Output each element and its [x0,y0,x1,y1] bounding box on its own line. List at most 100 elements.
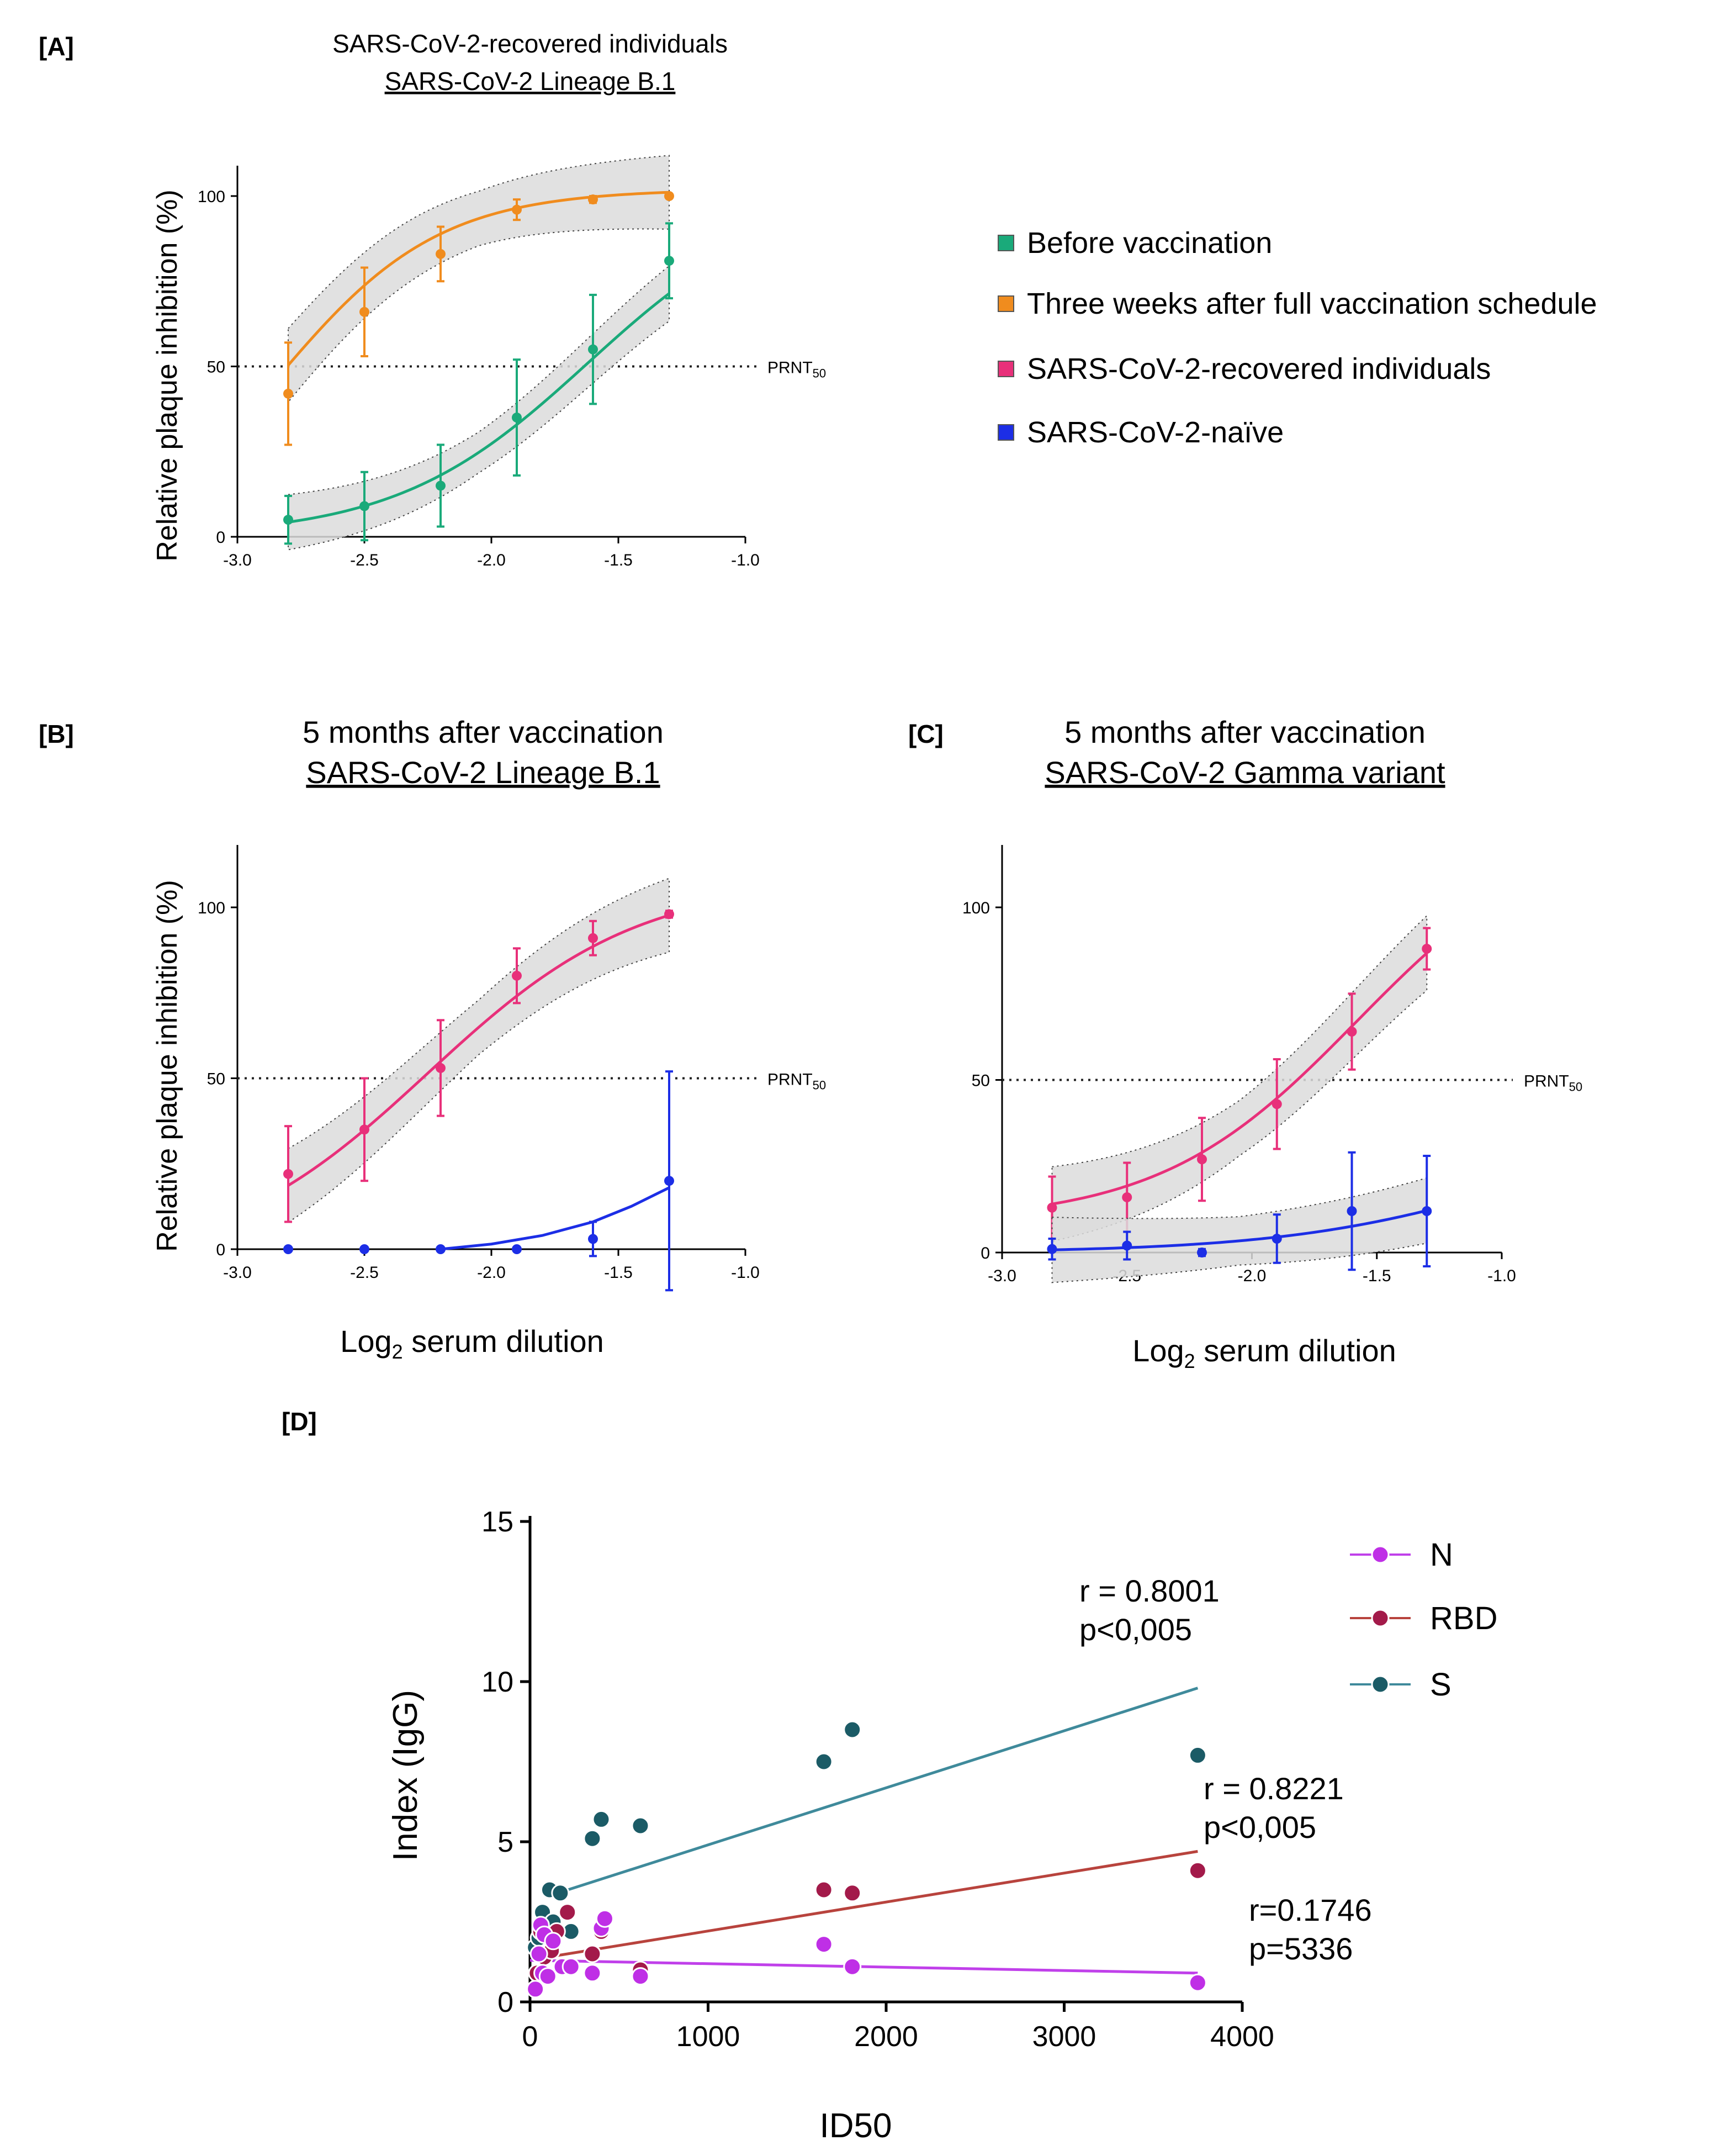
chart-b: -3.0 -2.5 -2.0 -1.5 -1.0 0 50 100 PRNT50 [198,845,826,1292]
panel-b-xlabel: Log2 serum dilution [340,1324,604,1363]
panel-a-ylabel: Relative plaque inhibition (%) [151,189,183,562]
data-point-b-1-1 [359,1244,369,1254]
data-point-a-0-5 [664,191,674,201]
y-tick-label-b-1: 50 [207,1070,225,1088]
data-point-a-0-4 [588,194,598,205]
data-point-a-1-0 [283,515,293,525]
scatter-point-s-8 [583,1829,602,1848]
panel-b-label: [B] [39,720,74,748]
data-point-c-1-0 [1047,1244,1057,1254]
data-point-b-0-3 [512,970,522,981]
scatter-point-s-11 [814,1752,833,1771]
fit-curve-b-1 [440,1186,670,1251]
y-tick-label-b-0: 0 [216,1241,225,1259]
fit-curve-a-1 [288,292,670,524]
scatter-legend-label-s: S [1430,1667,1451,1703]
y-tick-label-d-1: 5 [497,1826,513,1858]
reference-label-b: PRNT50 [767,1071,826,1092]
scatter-point-s-12 [843,1720,862,1739]
x-tick-label-d-1: 1000 [676,2021,740,2053]
annotation-rbd-1: p<0,005 [1204,1810,1316,1845]
x-tick-label-d-0: 0 [522,2021,538,2053]
scatter-legend-label-n: N [1430,1537,1453,1573]
scatter-point-n-1 [529,1944,548,1963]
scatter-point-n-5 [538,1967,557,1986]
legend-top: Before vaccination Three weeks after full… [998,226,1597,449]
series-c-1 [1047,1151,1432,1283]
confidence-band-b-0 [288,878,670,1224]
data-point-a-1-3 [512,413,522,423]
data-point-b-0-5 [664,909,674,920]
x-tick-label-d-4: 4000 [1210,2021,1274,2053]
legend-label-0: Before vaccination [1027,226,1272,260]
data-point-a-0-2 [436,249,446,259]
data-point-a-1-5 [664,256,674,266]
panel-a-label: [A] [39,32,74,61]
panel-d-xlabel: ID50 [820,2107,892,2145]
reference-label-a: PRNT50 [767,359,826,381]
scatter-point-rbd-10 [843,1884,862,1903]
scatter-point-rbd-9 [814,1880,833,1899]
scatter-point-n-0 [526,1980,545,1999]
data-point-a-0-1 [359,307,369,317]
fit-curve-a-0 [287,191,670,367]
scatter-point-n-11 [595,1909,614,1928]
scatter-legend-marker-rbd [1371,1609,1390,1627]
x-tick-label-b-4: -1.0 [731,1264,760,1282]
scatter-point-n-13 [814,1935,833,1954]
data-point-c-0-5 [1422,944,1432,954]
data-point-a-1-2 [436,480,446,491]
scatter-point-rbd-6 [583,1944,602,1963]
data-point-c-1-3 [1272,1234,1282,1244]
regression-line-n [529,1959,1198,1975]
data-point-b-1-4 [588,1234,598,1244]
panel-c-xlabel: Log2 serum dilution [1132,1333,1396,1372]
scatter-legend-marker-s [1371,1675,1390,1694]
y-tick-label-a-0: 0 [216,529,225,547]
scatter-point-s-13 [1188,1746,1207,1764]
panel-a-title: SARS-CoV-2-recovered individuals [332,29,728,58]
chart-d: 0 1000 2000 3000 4000 0 5 10 15 r=0.1746 p=5336 r =… [481,1506,1497,2053]
confidence-band-a-0 [288,155,670,404]
data-point-b-0-4 [588,933,598,943]
scatter-point-rbd-11 [1188,1861,1207,1880]
x-tick-label-a-4: -1.0 [731,551,760,569]
data-point-b-0-1 [359,1124,369,1135]
scatter-point-n-15 [1188,1973,1207,1992]
x-tick-label-c-4: -1.0 [1487,1267,1516,1285]
scatter-legend-marker-n [1371,1545,1390,1564]
y-tick-label-a-2: 100 [198,188,225,206]
data-point-b-1-3 [512,1244,522,1254]
x-tick-label-c-3: -1.5 [1363,1267,1391,1285]
x-tick-label-c-2: -2.0 [1238,1267,1267,1285]
confidence-band-c-1 [1051,1177,1428,1283]
x-tick-label-b-1: -2.5 [350,1264,379,1282]
data-point-b-0-0 [283,1169,293,1179]
panel-a: [A] SARS-CoV-2-recovered individuals SAR… [39,29,728,562]
x-tick-label-b-0: -3.0 [223,1264,252,1282]
legend-label-1: Three weeks after full vaccination sched… [1027,287,1597,320]
panel-b: [B] 5 months after vaccination SARS-CoV-… [39,715,664,1363]
x-tick-label-c-0: -3.0 [988,1267,1016,1285]
y-tick-label-c-0: 0 [981,1244,990,1262]
data-point-c-1-4 [1347,1206,1357,1216]
x-tick-label-a-1: -2.5 [350,551,379,569]
data-point-c-0-0 [1047,1202,1057,1213]
scatter-point-s-6 [551,1884,570,1903]
x-tick-label-d-2: 2000 [854,2021,918,2053]
x-tick-label-a-0: -3.0 [223,551,252,569]
x-tick-label-a-3: -1.5 [604,551,633,569]
legend-swatch-1 [998,295,1014,312]
panel-b-ylabel: Relative plaque inhibition (%) [151,880,183,1252]
data-point-a-1-4 [588,344,598,355]
series-b-0 [283,878,674,1224]
x-tick-label-b-3: -1.5 [604,1264,633,1282]
series-a-1 [283,222,674,551]
reference-label-c: PRNT50 [1524,1072,1582,1094]
data-point-b-1-0 [283,1244,293,1254]
panel-c-label: [C] [908,720,944,748]
confidence-band-c-0 [1051,914,1428,1242]
annotation-n-1: p=5336 [1249,1931,1353,1966]
